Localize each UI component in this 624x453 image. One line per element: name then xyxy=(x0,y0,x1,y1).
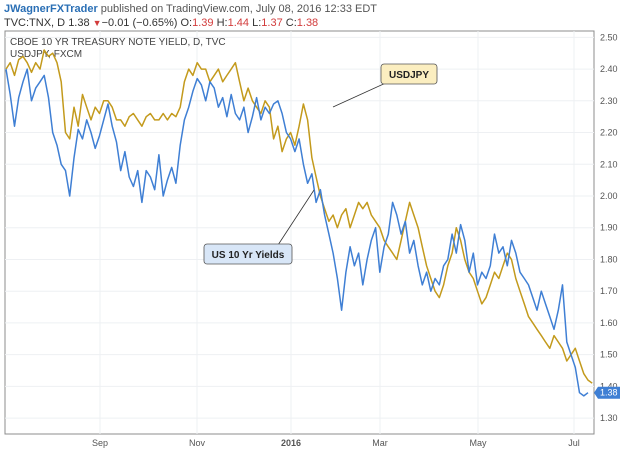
down-triangle-icon: ▼ xyxy=(92,18,102,28)
y-tick-label: 2.20 xyxy=(600,128,618,138)
y-tick-label: 1.50 xyxy=(600,350,618,360)
last-value-marker: 1.38 xyxy=(594,386,620,399)
yields-callout-pointer xyxy=(277,189,315,246)
chart-subtitle: USDJPY, FXCM xyxy=(10,49,82,60)
x-axis: Sep Nov 2016 Mar May Jul xyxy=(92,438,580,448)
low-value: 1.37 xyxy=(261,17,283,29)
y-tick-label: 1.40 xyxy=(600,381,618,391)
symbol-label: TVC:TNX, D xyxy=(4,17,66,29)
y-tick-label: 1.70 xyxy=(600,286,618,296)
y-tick-label: 2.40 xyxy=(600,64,618,74)
high-label: H: xyxy=(216,17,228,29)
y-tick-label: 1.60 xyxy=(600,318,618,328)
usdjpy-callout-box xyxy=(380,63,438,85)
open-label: O: xyxy=(180,17,193,29)
y-tick-label: 2.10 xyxy=(600,159,618,169)
x-tick-label: Jul xyxy=(568,438,580,448)
y-tick-label: 1.90 xyxy=(600,223,618,233)
y-tick-label: 1.80 xyxy=(600,254,618,264)
grid xyxy=(5,31,594,434)
usdjpy-callout-pointer xyxy=(332,81,389,108)
publish-text: published on TradingView.com, July 08, 2… xyxy=(100,3,377,15)
y-axis: 2.50 2.40 2.30 2.20 2.10 2.00 1.90 1.80 1.70 1.60… xyxy=(600,32,618,423)
usdjpy-line xyxy=(5,49,593,384)
x-tick-label: 2016 xyxy=(281,438,301,448)
close-label: C: xyxy=(285,17,297,29)
yields-callout-box xyxy=(203,243,293,265)
high-value: 1.44 xyxy=(227,17,250,29)
symbol-info: TVC:TNX, D 1.38 ▼−0.01 (−0.65%) O:1.39 H… xyxy=(4,17,318,29)
publish-info: JWagnerFXTrader published on TradingView… xyxy=(4,3,377,15)
plot-area xyxy=(4,30,595,435)
x-tick-label: Nov xyxy=(189,438,206,448)
last-value-tag xyxy=(594,386,620,399)
low-label: L: xyxy=(252,17,262,29)
y-tick-label: 2.30 xyxy=(600,96,618,106)
y-tick-label: 2.50 xyxy=(600,32,618,42)
x-tick-label: Mar xyxy=(372,438,388,448)
last-value-label: 1.38 xyxy=(600,388,618,398)
last-price: 1.38 xyxy=(68,17,90,29)
series-group xyxy=(5,49,593,397)
us-10yr-yields-line xyxy=(5,68,589,397)
author-link[interactable]: JWagnerFXTrader xyxy=(4,3,98,15)
close-value: 1.38 xyxy=(296,17,319,29)
price-change: −0.01 (−0.65%) xyxy=(101,17,178,29)
chart-title: CBOE 10 YR TREASURY NOTE YIELD, D, TVC xyxy=(10,37,226,48)
usdjpy-callout-label: USDJPY xyxy=(389,70,429,81)
y-tick-label: 2.00 xyxy=(600,191,618,201)
x-tick-label: Sep xyxy=(92,438,108,448)
open-value: 1.39 xyxy=(192,17,214,29)
x-tick-label: May xyxy=(469,438,487,448)
yields-callout-label: US 10 Yr Yields xyxy=(212,250,285,261)
y-tick-label: 1.30 xyxy=(600,413,618,423)
